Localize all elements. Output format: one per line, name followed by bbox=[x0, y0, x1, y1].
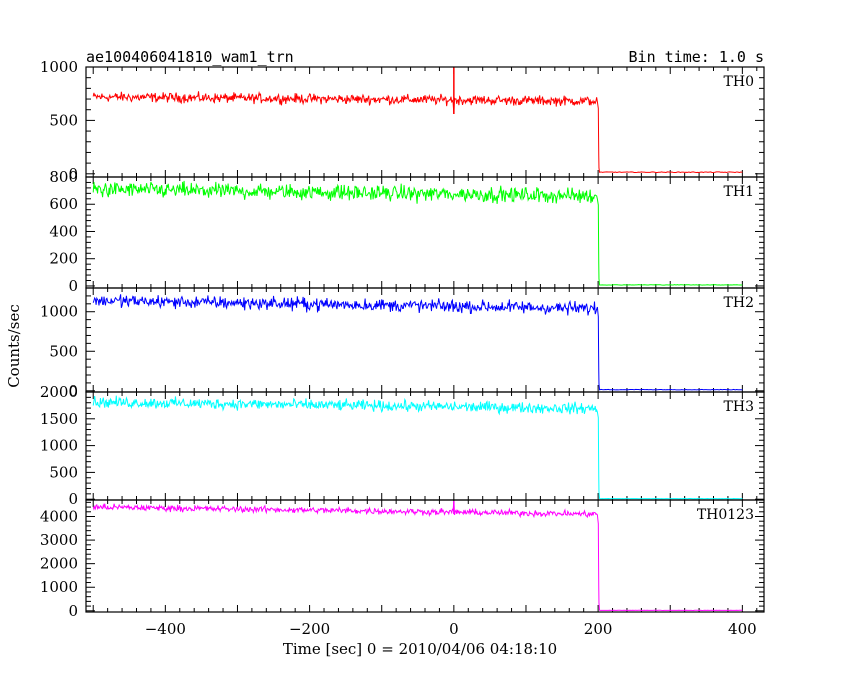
panel-frame bbox=[85, 499, 765, 613]
x-tick-label: −400 bbox=[145, 620, 186, 638]
series-line-th1 bbox=[92, 180, 743, 286]
panel-th0123: 0 1000 2000 3000 4000 TH0123 bbox=[40, 499, 765, 620]
y-tick-label: 800 bbox=[49, 168, 78, 186]
band-label: TH0123 bbox=[697, 507, 754, 523]
y-tick-label: 0 bbox=[68, 277, 78, 295]
y-tick-label: 1500 bbox=[40, 410, 78, 428]
y-tick-label: 0 bbox=[68, 165, 78, 183]
y-tick-label: 3000 bbox=[40, 531, 78, 549]
y-tick-label: 200 bbox=[49, 250, 78, 268]
series-line-th3 bbox=[92, 395, 743, 500]
panel-th3: 0 500 1000 1500 2000 TH3 bbox=[40, 383, 765, 508]
series-line-th2 bbox=[92, 294, 743, 391]
y-tick-label: 0 bbox=[68, 602, 78, 620]
y-tick-label: 0 bbox=[68, 382, 78, 400]
band-label: TH1 bbox=[724, 184, 754, 200]
chart-title: ae100406041810_wam1_trn bbox=[86, 48, 294, 66]
y-tick-label: 2000 bbox=[40, 383, 78, 401]
x-tick-label: 200 bbox=[584, 620, 613, 638]
x-axis-label: Time [sec] 0 = 2010/04/06 04:18:10 bbox=[283, 640, 557, 658]
y-tick-label: 1000 bbox=[40, 303, 78, 321]
y-tick-label: 600 bbox=[49, 195, 78, 213]
panels: 0 500 1000 TH0 0 200 400 600 800 TH1 0 500 1000 TH2 0 5… bbox=[40, 58, 765, 620]
y-tick-label: 0 bbox=[68, 490, 78, 508]
series-line-th0123 bbox=[92, 501, 743, 611]
y-tick-label: 500 bbox=[49, 463, 78, 481]
x-axis: −400 −200 0 200 400 bbox=[145, 620, 757, 638]
panel-th1: 0 200 400 600 800 TH1 bbox=[49, 168, 765, 295]
x-tick-label: 0 bbox=[449, 620, 459, 638]
y-tick-label: 2000 bbox=[40, 555, 78, 573]
y-tick-label: 400 bbox=[49, 222, 78, 240]
panel-frame bbox=[85, 66, 765, 178]
panel-th2: 0 500 1000 TH2 bbox=[40, 287, 765, 400]
band-label: TH3 bbox=[724, 399, 754, 415]
band-label: TH0 bbox=[724, 74, 754, 90]
series-line-th0 bbox=[92, 90, 743, 174]
panel-th0: 0 500 1000 TH0 bbox=[40, 58, 765, 183]
y-tick-label: 1000 bbox=[40, 58, 78, 76]
y-axis-label: Counts/sec bbox=[5, 304, 23, 388]
x-tick-label: 400 bbox=[728, 620, 757, 638]
y-tick-label: 1000 bbox=[40, 437, 78, 455]
y-tick-label: 1000 bbox=[40, 578, 78, 596]
band-label: TH2 bbox=[724, 295, 754, 311]
x-tick-label: −200 bbox=[289, 620, 330, 638]
y-tick-label: 500 bbox=[49, 342, 78, 360]
y-tick-label: 4000 bbox=[40, 508, 78, 526]
bin-time-label: Bin time: 1.0 s bbox=[629, 48, 764, 66]
y-tick-label: 500 bbox=[49, 111, 78, 129]
